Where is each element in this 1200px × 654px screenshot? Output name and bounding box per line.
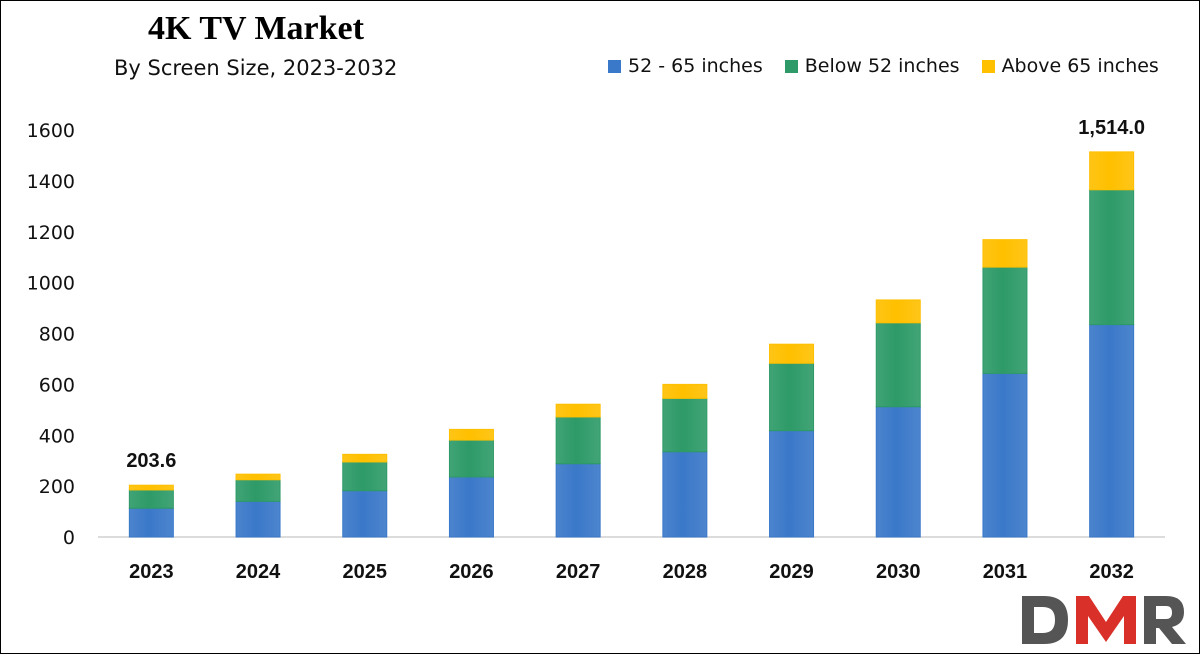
x-tick-label-2026: 2026: [449, 561, 494, 583]
bar-fill-2028-series-0: [662, 451, 707, 537]
dmr-logo: [1022, 596, 1186, 644]
logo-letter-d: [1022, 596, 1068, 644]
legend-item-above-65: Above 65 inches: [981, 55, 1159, 77]
x-tick-label-2024: 2024: [236, 561, 281, 583]
y-tick-label-0: 0: [63, 527, 75, 549]
y-tick-label-1000: 1000: [27, 273, 75, 295]
legend-label-52-65: 52 - 65 inches: [628, 55, 763, 77]
data-label-2023: 203.6: [126, 450, 176, 472]
x-tick-label-2031: 2031: [983, 561, 1028, 583]
bar-fill-2032-series-1: [1089, 189, 1134, 325]
bar-fill-2023-series-0: [129, 508, 174, 537]
logo-letter-m: [1076, 596, 1136, 644]
bar-fill-2031-series-2: [982, 239, 1027, 268]
legend-label-above-65: Above 65 inches: [1001, 55, 1159, 77]
chart-title: 4K TV Market: [148, 10, 364, 47]
bar-fill-2030-series-2: [876, 299, 921, 323]
bar-fill-2027-series-2: [556, 404, 601, 417]
bar-fill-2023-series-2: [129, 485, 174, 490]
bar-fill-2024-series-2: [236, 474, 281, 480]
bar-fill-2027-series-0: [556, 463, 601, 537]
y-tick-label-600: 600: [39, 374, 75, 396]
bar-fill-2029-series-1: [769, 363, 814, 431]
bar-fill-2024-series-0: [236, 501, 281, 537]
bar-fill-2025-series-1: [342, 461, 387, 491]
bar-fill-2030-series-1: [876, 322, 921, 407]
chart-subtitle: By Screen Size, 2023-2032: [114, 56, 398, 80]
bar-fill-2032-series-2: [1089, 151, 1134, 190]
x-tick-label-2032: 2032: [1089, 561, 1134, 583]
bar-fill-2029-series-0: [769, 430, 814, 537]
bar-fill-2029-series-2: [769, 344, 814, 364]
bar-fill-2027-series-1: [556, 416, 601, 464]
bar-fill-2025-series-0: [342, 490, 387, 537]
bar-fill-2023-series-1: [129, 489, 174, 509]
x-tick-label-2023: 2023: [129, 561, 174, 583]
bar-fill-2026-series-2: [449, 429, 494, 441]
bar-fill-2028-series-2: [662, 384, 707, 399]
bar-fill-2031-series-1: [982, 267, 1027, 374]
x-tick-label-2030: 2030: [876, 561, 921, 583]
bar-fill-2024-series-1: [236, 479, 281, 502]
bar-fill-2031-series-0: [982, 373, 1027, 537]
chart-legend: 52 - 65 inches Below 52 inches Above 65 …: [608, 55, 1159, 77]
legend-swatch-52-65: [608, 59, 621, 73]
y-tick-label-1600: 1600: [27, 120, 75, 142]
bar-fill-2026-series-1: [449, 440, 494, 477]
bar-fill-2032-series-0: [1089, 324, 1134, 537]
legend-swatch-above-65: [981, 59, 995, 73]
logo-letter-r: [1144, 596, 1186, 644]
x-tick-label-2025: 2025: [343, 561, 388, 583]
legend-label-below-52: Below 52 inches: [804, 55, 960, 77]
bar-fill-2026-series-0: [449, 476, 494, 537]
x-tick-label-2027: 2027: [556, 561, 601, 583]
y-tick-label-200: 200: [39, 476, 75, 498]
y-tick-label-400: 400: [39, 425, 75, 447]
y-tick-label-1400: 1400: [27, 171, 75, 193]
bar-fill-2030-series-0: [876, 406, 921, 537]
bar-fill-2028-series-1: [662, 398, 707, 452]
legend-item-below-52: Below 52 inches: [784, 55, 960, 77]
legend-item-52-65: 52 - 65 inches: [608, 55, 763, 77]
x-tick-label-2028: 2028: [663, 561, 708, 583]
bar-fill-2025-series-2: [342, 454, 387, 462]
x-tick-label-2029: 2029: [769, 561, 814, 583]
y-tick-label-800: 800: [39, 324, 75, 346]
data-label-2032: 1,514.0: [1078, 117, 1145, 139]
y-tick-label-1200: 1200: [27, 222, 75, 244]
legend-swatch-below-52: [784, 59, 798, 73]
